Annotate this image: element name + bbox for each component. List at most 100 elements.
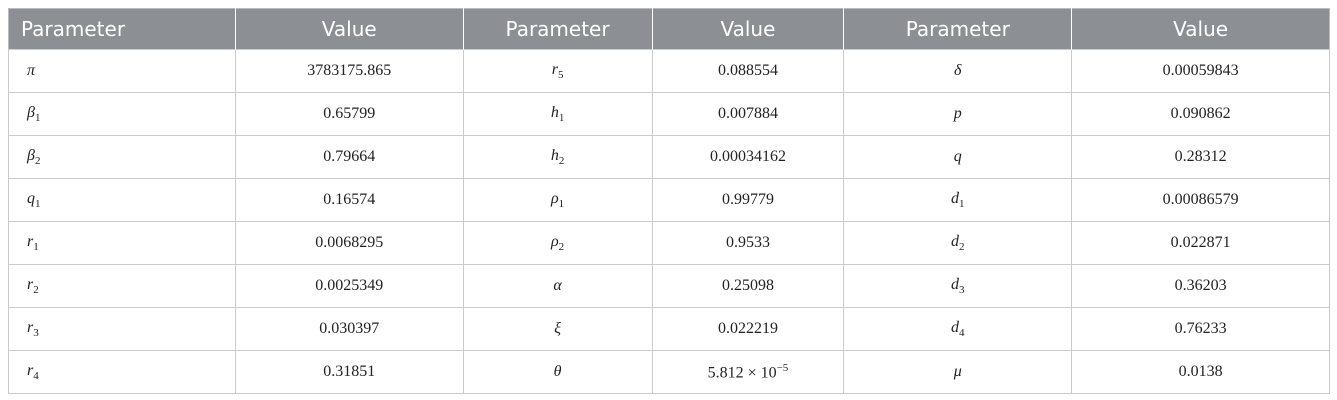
table-cell: h2 [462,135,653,179]
table-cell: α [462,264,653,308]
table-cell: h1 [462,92,653,136]
parameter-symbol: r [551,60,558,78]
table-cell: 0.0068295 [234,221,464,265]
table-cell: 0.0025349 [234,264,464,308]
subscript: 4 [959,327,965,340]
table-cell: 0.99779 [651,178,845,222]
parameter-symbol: α [553,277,562,294]
parameter-symbol: π [27,62,36,79]
table-row: β1 0.65799 h1 0.007884 p 0.090862 [8,92,1330,136]
parameter-symbol: ρ [550,189,559,207]
table-cell: r1 [8,221,236,265]
table-row: β2 0.79664 h2 0.00034162 q 0.28312 [8,135,1330,179]
parameter-symbol: β [27,103,35,121]
table-cell: ξ [462,307,653,351]
table-cell: 0.76233 [1071,307,1330,351]
parameter-symbol: d [951,318,960,336]
header-cell: Value [651,8,844,50]
parameter-symbol: d [951,275,960,293]
table-row: π 3783175.865 r5 0.088554 δ 0.00059843 [8,49,1330,93]
table-cell: β2 [8,135,236,179]
table-cell: 0.090862 [1071,92,1330,136]
subscript: 2 [558,155,565,168]
parameter-symbol: h [550,146,559,164]
parameter-symbol: θ [553,363,562,380]
table-cell: 0.022871 [1071,221,1330,265]
table-cell: β1 [8,92,236,136]
table-cell: r3 [8,307,236,351]
parameter-symbol: r [27,232,34,250]
header-cell: Parameter [8,8,236,50]
table-row: r1 0.0068295 ρ2 0.9533 d2 0.022871 [8,221,1330,265]
table-row: q1 0.16574 ρ1 0.99779 d1 0.00086579 [8,178,1330,222]
table-cell: 0.007884 [651,92,845,136]
table-cell: 0.00086579 [1071,178,1330,222]
table-row: r4 0.31851 θ 5.812 × 10−5 μ 0.0138 [8,350,1330,394]
subscript: 5 [557,69,564,82]
table-cell: d4 [843,307,1073,351]
table-cell: 0.022219 [651,307,845,351]
table-cell: ρ1 [462,178,653,222]
table-cell: π [8,49,236,93]
subscript: 1 [34,112,41,125]
parameter-symbol: q [27,189,35,207]
header-cell: Parameter [462,8,653,50]
table-cell: θ [462,350,653,394]
parameter-symbol: δ [954,62,962,79]
table-cell: d2 [843,221,1073,265]
subscript: 3 [33,327,39,340]
table-cell: 0.36203 [1071,264,1330,308]
table-cell: δ [843,49,1073,93]
value-base: 5.812 × 10 [707,364,777,382]
table-cell: q1 [8,178,236,222]
parameter-symbol: ρ [550,232,559,250]
table-cell: p [843,92,1073,136]
table-body: π 3783175.865 r5 0.088554 δ 0.00059843 β1 0.657… [8,49,1330,394]
header-cell: Value [234,8,464,50]
subscript: 2 [959,241,965,254]
table-cell: 0.79664 [234,135,464,179]
table-cell: 0.00034162 [651,135,845,179]
parameter-symbol: d [951,189,960,207]
subscript: 4 [33,370,39,383]
table-cell: 0.31851 [234,350,464,394]
table-cell: 0.16574 [234,178,464,222]
table-cell: 0.0138 [1071,350,1330,394]
subscript: 1 [558,112,565,125]
header-cell: Value [1071,8,1330,50]
table-cell: ρ2 [462,221,653,265]
table-cell: q [843,135,1073,179]
table-row: r3 0.030397 ξ 0.022219 d4 0.76233 [8,307,1330,351]
table-row: r2 0.0025349 α 0.25098 d3 0.36203 [8,264,1330,308]
parameter-symbol: q [953,148,962,165]
parameter-symbol: μ [953,363,962,380]
parameter-symbol: ξ [554,320,561,337]
parameter-symbol: r [27,318,34,336]
subscript: 1 [558,198,565,211]
header-cell: Parameter [843,8,1072,50]
table-cell: 0.28312 [1071,135,1330,179]
table-cell: 0.25098 [651,264,845,308]
table-cell: 5.812 × 10−5 [651,350,845,394]
header-row: Parameter Value Parameter Value Parameter Val… [8,8,1330,50]
parameter-symbol: d [951,232,960,250]
parameter-symbol: r [27,361,34,379]
parameter-symbol: r [27,275,34,293]
table-cell: d1 [843,178,1073,222]
parameter-symbol: h [550,103,559,121]
table-cell: r4 [8,350,236,394]
table-cell: μ [843,350,1073,394]
table-cell: 0.088554 [651,49,845,93]
subscript: 1 [959,198,965,211]
subscript: 1 [33,241,39,254]
table-cell: d3 [843,264,1073,308]
table-cell: 3783175.865 [234,49,464,93]
table-cell: 0.030397 [234,307,464,351]
table-cell: 0.9533 [651,221,845,265]
subscript: 2 [558,241,565,254]
table-cell: 0.00059843 [1071,49,1330,93]
superscript: −5 [776,361,789,374]
subscript: 2 [33,284,39,297]
subscript: 1 [35,198,41,211]
